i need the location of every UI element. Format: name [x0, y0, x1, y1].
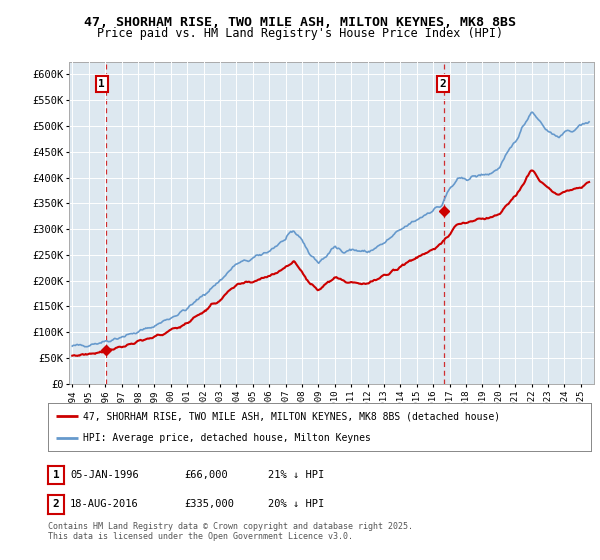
Text: 47, SHORHAM RISE, TWO MILE ASH, MILTON KEYNES, MK8 8BS: 47, SHORHAM RISE, TWO MILE ASH, MILTON K… — [84, 16, 516, 29]
Text: 1: 1 — [53, 470, 59, 480]
Text: 47, SHORHAM RISE, TWO MILE ASH, MILTON KEYNES, MK8 8BS (detached house): 47, SHORHAM RISE, TWO MILE ASH, MILTON K… — [83, 411, 500, 421]
Text: 21% ↓ HPI: 21% ↓ HPI — [268, 470, 325, 480]
Text: 20% ↓ HPI: 20% ↓ HPI — [268, 500, 325, 509]
Text: 05-JAN-1996: 05-JAN-1996 — [70, 470, 139, 480]
Text: Contains HM Land Registry data © Crown copyright and database right 2025.
This d: Contains HM Land Registry data © Crown c… — [48, 522, 413, 542]
Text: 2: 2 — [440, 79, 446, 89]
Text: 1: 1 — [98, 79, 105, 89]
Text: 2: 2 — [53, 500, 59, 509]
Text: Price paid vs. HM Land Registry's House Price Index (HPI): Price paid vs. HM Land Registry's House … — [97, 27, 503, 40]
Text: HPI: Average price, detached house, Milton Keynes: HPI: Average price, detached house, Milt… — [83, 433, 371, 443]
Text: £335,000: £335,000 — [184, 500, 234, 509]
Text: £66,000: £66,000 — [184, 470, 228, 480]
Text: 18-AUG-2016: 18-AUG-2016 — [70, 500, 139, 509]
